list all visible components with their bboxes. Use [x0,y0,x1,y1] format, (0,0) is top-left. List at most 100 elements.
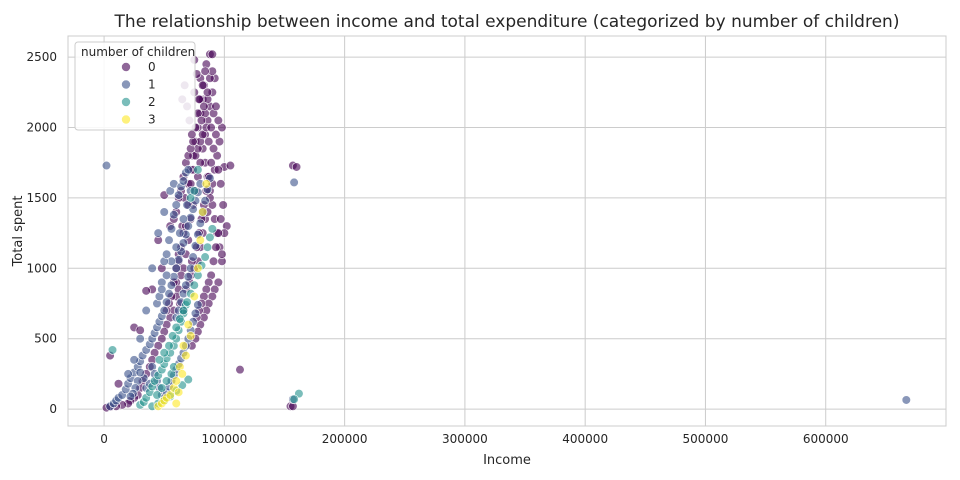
series-3 [153,179,211,411]
data-point [171,322,181,333]
legend-marker [121,62,131,72]
data-point [157,284,167,295]
data-point [178,176,189,186]
data-point [159,207,169,217]
data-point [171,242,181,252]
data-point [190,308,201,318]
data-point [207,224,217,234]
data-point [204,136,214,147]
data-point [123,369,133,379]
y-tick-label: 500 [34,332,57,346]
data-point [186,331,196,341]
data-point [289,394,299,404]
x-tick-label: 600000 [803,432,849,446]
x-tick-label: 100000 [201,432,247,446]
data-point [217,249,227,259]
legend-label: 2 [148,95,156,109]
data-point [202,87,213,97]
data-point [141,286,151,296]
data-point [183,165,193,175]
data-point [178,238,189,248]
legend-marker [121,97,131,107]
data-point [201,179,211,189]
data-point [187,129,197,140]
data-point [177,369,187,379]
data-point [208,256,219,266]
data-point [206,122,216,133]
data-point [208,144,219,154]
data-point [125,391,136,402]
data-point [171,263,181,273]
data-point [225,160,235,171]
legend-title: number of children [81,45,195,59]
x-tick-label: 400000 [562,432,608,446]
data-point [171,200,181,210]
series-1 [101,160,911,411]
data-point [135,334,145,344]
data-point [162,376,172,386]
data-point [213,165,223,175]
y-tick-label: 1000 [26,261,57,275]
data-point [189,186,199,196]
data-point [216,214,226,224]
legend-label: 3 [148,113,156,127]
data-point [211,101,221,111]
data-point [193,165,203,175]
data-point [168,331,178,341]
data-point [218,200,228,210]
data-point [181,280,191,290]
x-tick-label: 500000 [683,432,729,446]
legend-marker [121,114,131,125]
data-point [183,221,193,231]
legend-box [74,41,196,131]
y-tick-labels: 0 500 1000 1500 2000 2500 [26,50,57,416]
data-point [213,115,223,126]
data-point [189,280,199,290]
data-point [235,365,245,375]
data-point [101,160,112,171]
data-point [113,379,124,389]
data-point [166,224,177,234]
data-point [147,263,157,273]
data-point [289,177,299,188]
data-point [178,305,189,316]
data-point [153,228,163,238]
x-tick-label: 0 [100,432,108,446]
data-point [200,66,210,76]
chart-title: The relationship between income and tota… [114,12,900,32]
legend: number of children 0 1 2 3 [74,41,196,131]
data-point [135,367,145,378]
legend-marker [121,79,131,90]
data-point [193,263,203,273]
data-point [199,101,209,111]
x-axis-label: Income [483,453,531,468]
x-tick-label: 300000 [442,432,488,446]
data-point [901,395,911,405]
data-point [169,210,179,220]
data-point [129,355,139,365]
data-point [291,162,302,172]
data-point [141,305,151,316]
data-point [188,252,198,262]
data-point [164,235,174,245]
data-point [189,291,199,302]
data-point [178,214,189,224]
data-point [183,374,193,385]
data-point [171,398,181,409]
data-point [193,300,203,310]
data-point [159,305,169,316]
data-points [101,49,911,413]
legend-items: 0 1 2 3 [121,60,156,127]
data-point [174,387,184,397]
y-tick-label: 1500 [26,191,57,205]
data-point [164,341,174,351]
data-point [195,235,205,245]
data-point [107,345,118,355]
data-point [174,190,184,200]
y-tick-label: 2500 [26,50,57,64]
data-point [182,297,192,307]
data-point [196,115,207,126]
data-point [200,196,210,206]
data-point [166,280,177,290]
